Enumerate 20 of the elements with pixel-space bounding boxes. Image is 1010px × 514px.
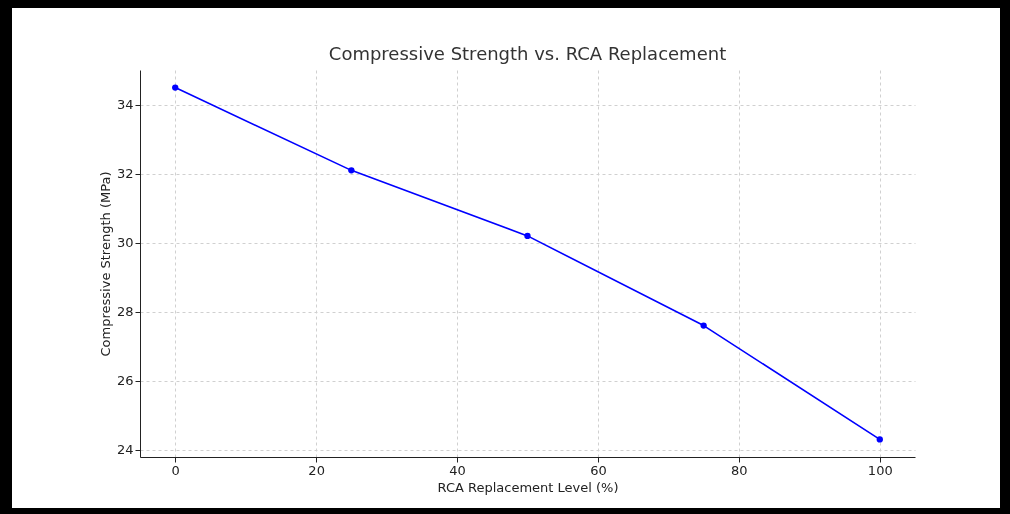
x-tick-label: 80 <box>731 462 748 478</box>
x-tick-label: 40 <box>449 462 466 478</box>
y-tick-label: 32 <box>116 166 134 182</box>
x-tick-label: 100 <box>867 462 893 478</box>
point <box>348 167 355 174</box>
y-axis-title: Compressive Strength (MPa) <box>97 171 113 357</box>
x-tick-label: 0 <box>171 462 180 478</box>
point <box>876 436 883 443</box>
point <box>172 84 179 91</box>
y-tick-label: 28 <box>116 304 134 320</box>
chart-title: Compressive Strength vs. RCA Replacement <box>328 43 727 64</box>
y-tick-label: 34 <box>116 97 134 113</box>
y-tick-label: 30 <box>116 235 134 251</box>
point <box>524 232 531 240</box>
point <box>700 322 707 329</box>
x-tick-label: 60 <box>590 462 607 478</box>
x-axis-title: RCA Replacement Level (%) <box>437 479 619 495</box>
y-tick-label: 26 <box>116 373 134 389</box>
y-tick-label: 24 <box>116 442 134 458</box>
x-tick-label: 20 <box>308 462 325 478</box>
